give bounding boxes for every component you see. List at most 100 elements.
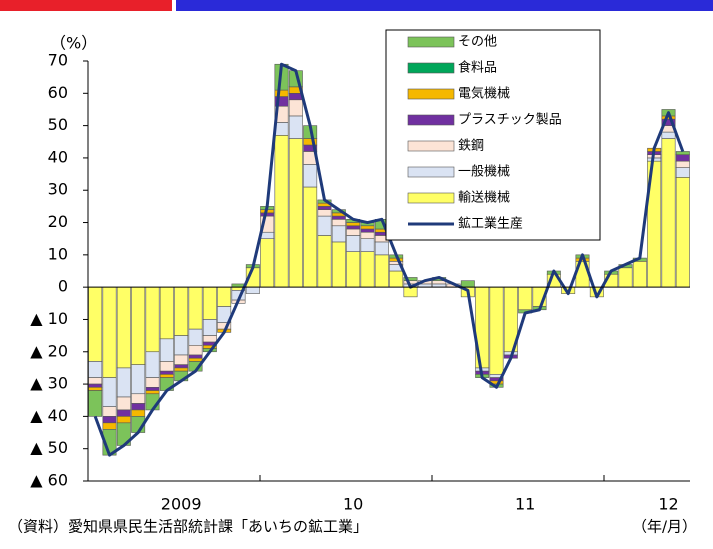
- legend-label: 電気機械: [458, 86, 510, 102]
- y-tick-label: 20: [48, 212, 68, 231]
- bar-segment: [116, 409, 131, 417]
- bar-segment: [88, 286, 103, 362]
- x-unit-label: （年/月）: [632, 518, 697, 536]
- bar-segment: [102, 286, 117, 378]
- bar-segment: [331, 241, 346, 288]
- bar-segment: [303, 186, 318, 288]
- y-tick-label: ▲ 40: [30, 406, 68, 425]
- legend-swatch: [407, 166, 455, 178]
- x-tick-label: 2009: [161, 495, 202, 514]
- bar-segment: [331, 215, 346, 220]
- y-tick-label: 0: [58, 277, 68, 296]
- bar-segment: [159, 374, 174, 378]
- legend-label: 鉄鋼: [458, 139, 484, 154]
- bar-segment: [288, 115, 303, 139]
- bar-segment: [188, 357, 203, 362]
- bar-segment: [274, 135, 289, 288]
- bar-segment: [360, 231, 375, 239]
- bar-segment: [102, 416, 117, 424]
- bar-segment: [174, 364, 189, 369]
- bar-segment: [159, 370, 174, 375]
- y-tick-label: 30: [48, 180, 68, 199]
- y-tick-label: 50: [48, 115, 68, 134]
- y-tick-label: ▲ 50: [30, 438, 68, 457]
- legend-label: プラスチック製品: [458, 113, 562, 128]
- bar-segment: [331, 225, 346, 243]
- y-tick-label: 40: [48, 147, 68, 166]
- bar-segment: [131, 364, 146, 395]
- y-tick-label: 70: [48, 51, 68, 70]
- bar-segment: [145, 390, 160, 395]
- bar-segment: [288, 99, 303, 117]
- bar-segment: [202, 286, 217, 320]
- bar-segment: [174, 335, 189, 356]
- bar-segment: [661, 131, 676, 139]
- bar-segment: [202, 319, 217, 336]
- bar-segment: [131, 403, 146, 411]
- legend-swatch: [407, 140, 455, 152]
- bar-segment: [260, 231, 275, 239]
- bar-segment: [489, 286, 504, 375]
- legend-label: 一般機械: [458, 164, 510, 180]
- bar-segment: [675, 167, 690, 178]
- legend-swatch: [407, 62, 455, 74]
- bar-segment: [403, 277, 418, 281]
- bar-segment: [174, 354, 189, 365]
- bar-segment: [245, 286, 260, 294]
- legend-label: その他: [458, 35, 497, 50]
- header-bar-red: [0, 0, 172, 11]
- legend-swatch: [407, 192, 455, 204]
- bar-segment: [360, 225, 375, 230]
- bar-segment: [346, 228, 361, 236]
- bar-segment: [260, 212, 275, 217]
- bar-segment: [202, 335, 217, 343]
- bar-segment: [88, 383, 103, 388]
- bar-segment: [145, 351, 160, 378]
- legend-swatch: [407, 36, 455, 48]
- bar-segment: [346, 251, 361, 288]
- bar-segment: [303, 164, 318, 188]
- bar-segment: [102, 422, 117, 430]
- bar-segment: [346, 222, 361, 227]
- source-note: （資料）愛知県県民生活部統計課「あいちの鉱工業」: [8, 518, 368, 536]
- bar-segment: [317, 215, 332, 236]
- y-tick-label: 60: [48, 83, 68, 102]
- bar-segment: [102, 406, 117, 417]
- bar-segment: [174, 367, 189, 372]
- bar-segment: [288, 138, 303, 288]
- bar-segment: [145, 286, 160, 353]
- bar-segment: [675, 160, 690, 168]
- bar-segment: [346, 235, 361, 252]
- bar-segment: [317, 209, 332, 217]
- bar-segment: [159, 286, 174, 340]
- bar-segment: [116, 286, 131, 369]
- bar-segment: [346, 225, 361, 230]
- bar-segment: [159, 361, 174, 372]
- bar-segment: [661, 138, 676, 288]
- legend-label: 食料品: [458, 60, 497, 76]
- x-tick-label: 12: [658, 495, 678, 514]
- bar-segment: [518, 286, 533, 311]
- bar-segment: [675, 177, 690, 288]
- y-tick-label: ▲ 20: [30, 341, 68, 360]
- bar-segment: [675, 151, 690, 155]
- bar-segment: [632, 261, 647, 288]
- bar-segment: [360, 251, 375, 288]
- bar-segment: [145, 377, 160, 388]
- bar-segment: [116, 416, 131, 424]
- legend-swatch: [407, 88, 455, 100]
- bar-segment: [317, 206, 332, 210]
- bar-segment: [188, 328, 203, 346]
- y-tick-label: 10: [48, 244, 68, 263]
- bar-segment: [188, 354, 203, 359]
- y-unit-label: （%）: [50, 34, 97, 53]
- bar-segment: [174, 286, 189, 336]
- bar-segment: [360, 238, 375, 252]
- legend-label: 輸送機械: [458, 191, 510, 206]
- bar-segment: [188, 286, 203, 330]
- x-tick-label: 11: [515, 495, 535, 514]
- bar-segment: [102, 377, 117, 407]
- bar-segment: [217, 286, 232, 307]
